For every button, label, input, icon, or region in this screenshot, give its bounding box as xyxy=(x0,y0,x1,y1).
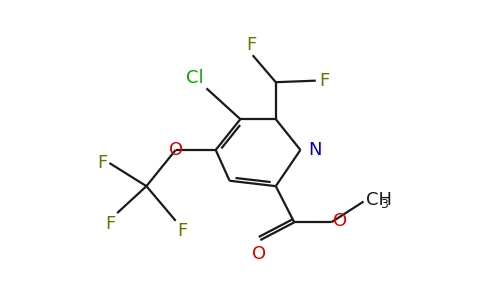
Text: N: N xyxy=(308,141,321,159)
Text: Cl: Cl xyxy=(186,69,203,87)
Text: F: F xyxy=(319,72,329,90)
Text: F: F xyxy=(98,154,108,172)
Text: O: O xyxy=(252,245,266,263)
Text: 3: 3 xyxy=(380,198,388,211)
Text: F: F xyxy=(106,214,116,232)
Text: F: F xyxy=(246,36,256,54)
Text: CH: CH xyxy=(366,191,392,209)
Text: F: F xyxy=(177,222,187,240)
Text: O: O xyxy=(168,141,183,159)
Text: O: O xyxy=(333,212,347,230)
